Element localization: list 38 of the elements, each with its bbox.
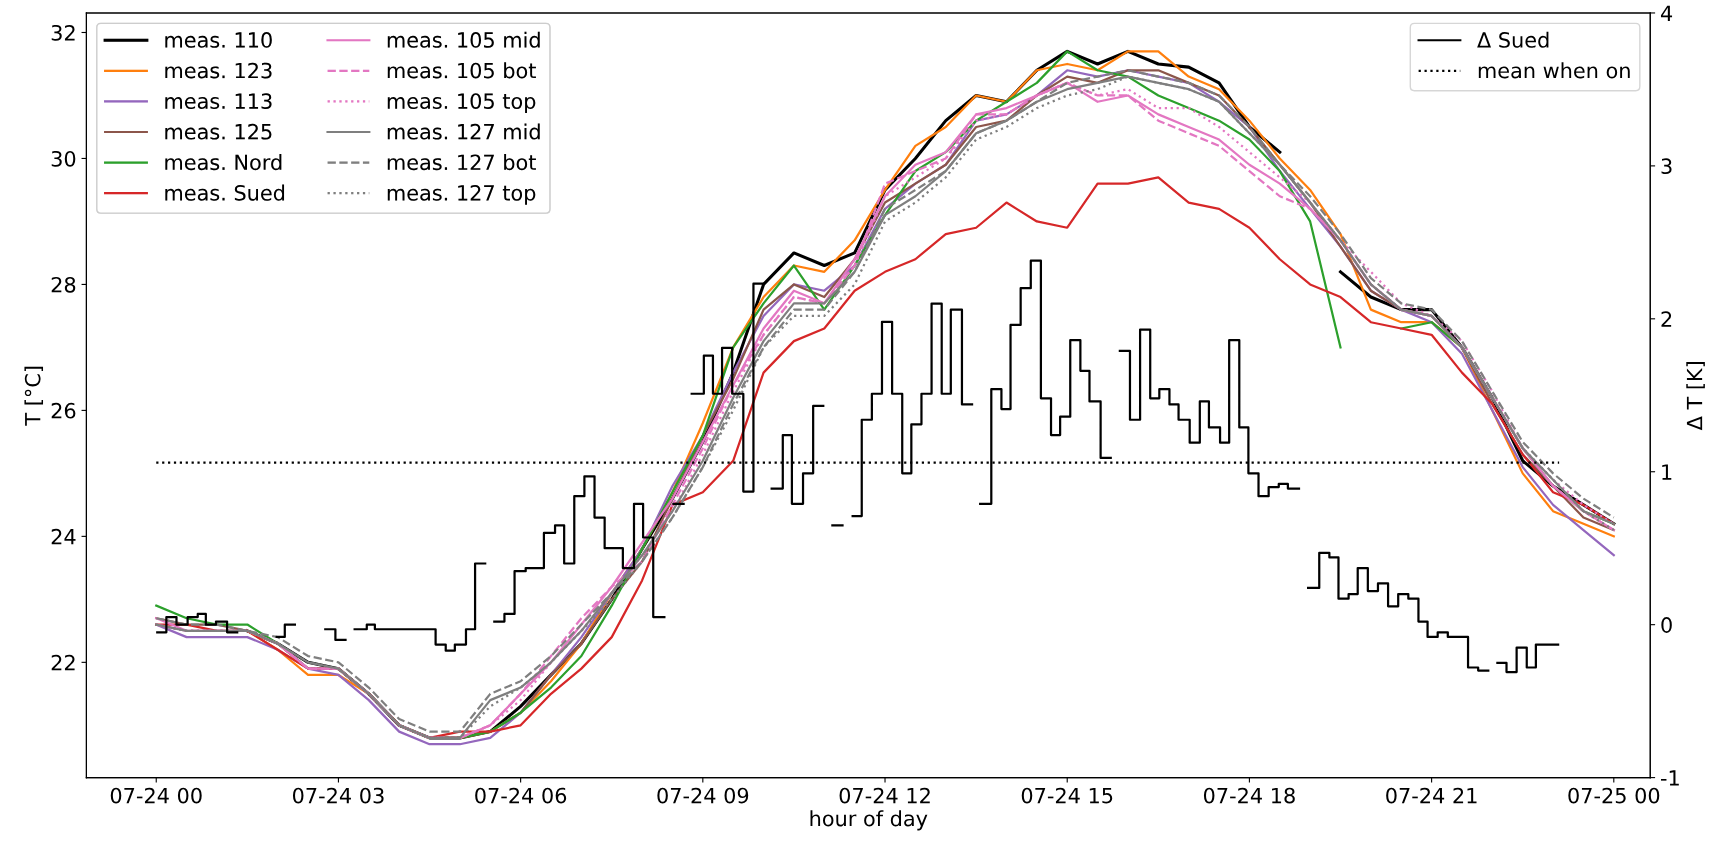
y2-tick-label: 3: [1661, 158, 1672, 175]
legend-label: meas. 105 mid: [387, 31, 540, 48]
y-tick-label: 32: [51, 24, 75, 41]
x-tick-label: 07-25 00: [1568, 787, 1660, 804]
y2-tick-label: 0: [1661, 617, 1672, 633]
y-tick-label: 28: [51, 276, 76, 293]
legend-label: Δ Sued: [1477, 31, 1549, 48]
legend-label: meas. 105 top: [387, 93, 536, 114]
x-tick-label: 07-24 15: [1021, 787, 1113, 804]
legend-label: meas. 127 bot: [387, 154, 536, 171]
y-axis-title: T [°C]: [24, 366, 44, 426]
y-tick-label: 22: [51, 654, 75, 671]
legend-label: meas. 123: [165, 62, 272, 79]
x-tick-label: 07-24 12: [839, 787, 930, 804]
legend-label: meas. 125: [165, 123, 272, 140]
x-tick-label: 07-24 21: [1386, 787, 1477, 804]
x-tick-label: 07-24 09: [657, 787, 749, 804]
x-axis-title: hour of day: [810, 810, 928, 831]
legend-label: meas. 127 top: [387, 184, 536, 205]
y2-tick-label: 2: [1661, 311, 1672, 327]
y2-tick-label: -1: [1660, 770, 1679, 786]
y-tick-label: 26: [51, 402, 76, 419]
legend-label: mean when on: [1478, 62, 1630, 79]
x-tick-label: 07-24 03: [292, 787, 384, 804]
x-tick-label: 07-24 18: [1203, 787, 1295, 804]
legend-label: meas. 105 bot: [387, 62, 536, 79]
y2-tick-label: 1: [1662, 464, 1672, 480]
x-tick-label: 07-24 06: [475, 787, 567, 804]
y-tick-label: 24: [51, 528, 76, 545]
legend-label: meas. 127 mid: [387, 123, 540, 140]
y2-axis-title: Δ T [K]: [1686, 362, 1705, 431]
legend-label: meas. 110: [165, 32, 272, 48]
legend-label: meas. 113: [165, 93, 272, 109]
y-tick-label: 30: [51, 150, 76, 167]
legend-label: meas. Nord: [165, 154, 282, 171]
x-tick-label: 07-24 00: [110, 787, 202, 804]
y2-tick-label: 4: [1660, 5, 1673, 21]
legend-label: meas. Sued: [165, 184, 285, 201]
